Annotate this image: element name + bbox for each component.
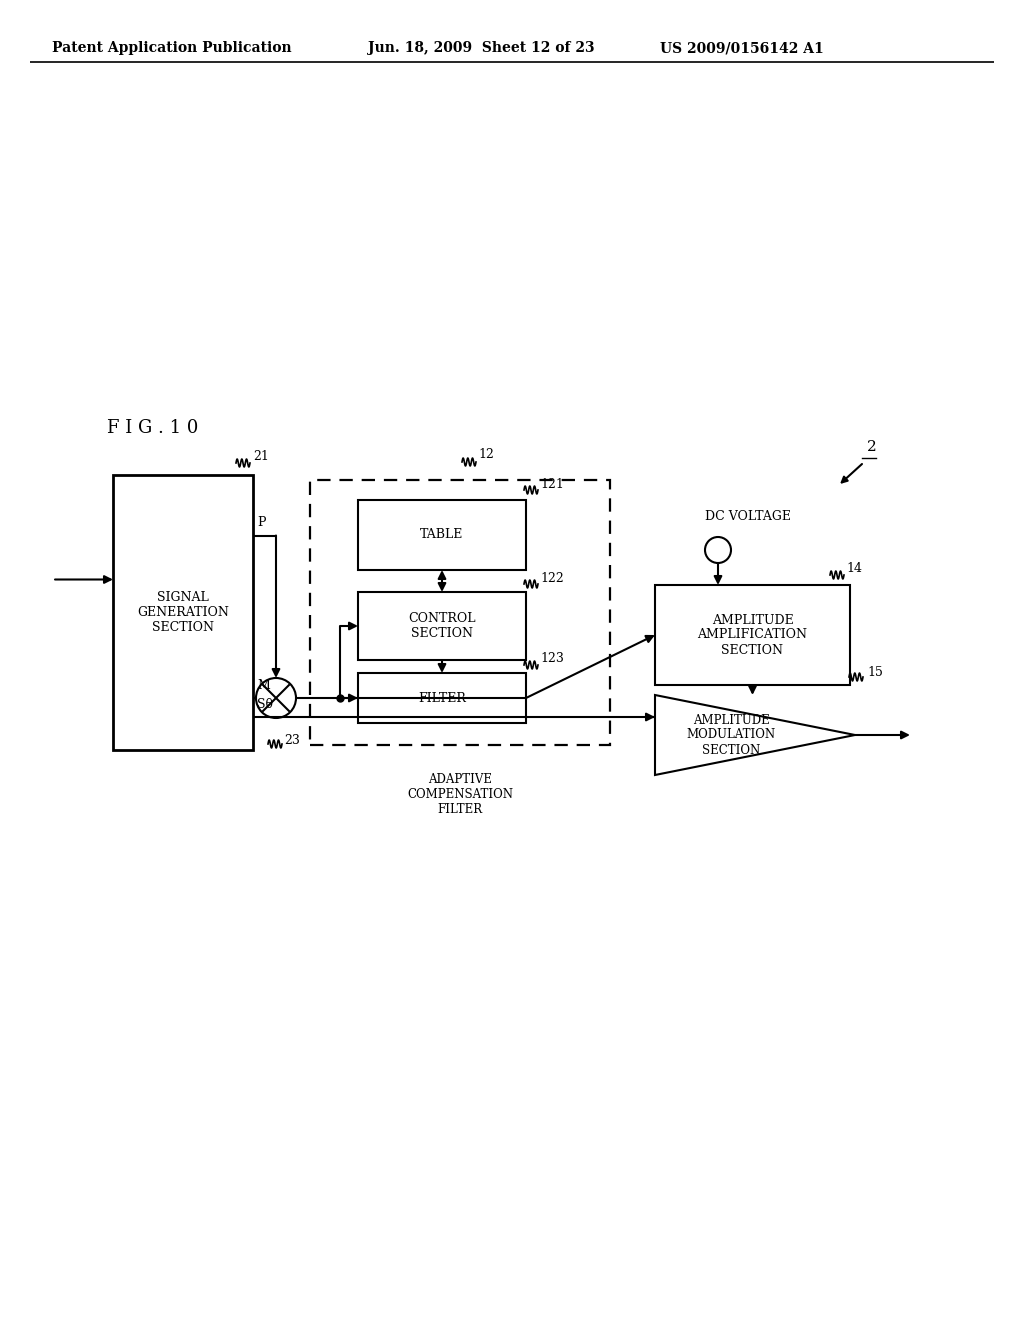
Text: ADAPTIVE
COMPENSATION
FILTER: ADAPTIVE COMPENSATION FILTER bbox=[407, 774, 513, 816]
Text: FILTER: FILTER bbox=[418, 692, 466, 705]
Polygon shape bbox=[655, 696, 855, 775]
Text: AMPLITUDE
AMPLIFICATION
SECTION: AMPLITUDE AMPLIFICATION SECTION bbox=[697, 614, 808, 656]
Bar bbox=[655, 585, 850, 685]
Bar bbox=[113, 475, 253, 750]
Text: 21: 21 bbox=[253, 450, 269, 463]
Text: 14: 14 bbox=[846, 562, 862, 576]
Text: M: M bbox=[257, 678, 270, 692]
Text: 12: 12 bbox=[478, 447, 494, 461]
Text: SIGNAL
GENERATION
SECTION: SIGNAL GENERATION SECTION bbox=[137, 591, 229, 634]
Text: 123: 123 bbox=[540, 652, 564, 665]
Bar bbox=[358, 591, 526, 660]
Bar bbox=[358, 500, 526, 570]
Text: DC VOLTAGE: DC VOLTAGE bbox=[705, 510, 791, 523]
Bar bbox=[310, 480, 610, 744]
Text: Patent Application Publication: Patent Application Publication bbox=[52, 41, 292, 55]
Text: Jun. 18, 2009  Sheet 12 of 23: Jun. 18, 2009 Sheet 12 of 23 bbox=[368, 41, 595, 55]
Text: P: P bbox=[257, 516, 265, 529]
Text: Sθ: Sθ bbox=[257, 698, 273, 711]
Text: 2: 2 bbox=[867, 440, 877, 454]
Text: 121: 121 bbox=[540, 478, 564, 491]
Text: TABLE: TABLE bbox=[420, 528, 464, 541]
Text: CONTROL
SECTION: CONTROL SECTION bbox=[409, 612, 476, 640]
Text: AMPLITUDE
MODULATION
SECTION: AMPLITUDE MODULATION SECTION bbox=[686, 714, 775, 756]
Text: 23: 23 bbox=[284, 734, 300, 747]
Bar bbox=[358, 673, 526, 723]
Text: F I G . 1 0: F I G . 1 0 bbox=[106, 418, 199, 437]
Text: 15: 15 bbox=[867, 667, 883, 680]
Text: 122: 122 bbox=[540, 572, 564, 585]
Text: US 2009/0156142 A1: US 2009/0156142 A1 bbox=[660, 41, 823, 55]
